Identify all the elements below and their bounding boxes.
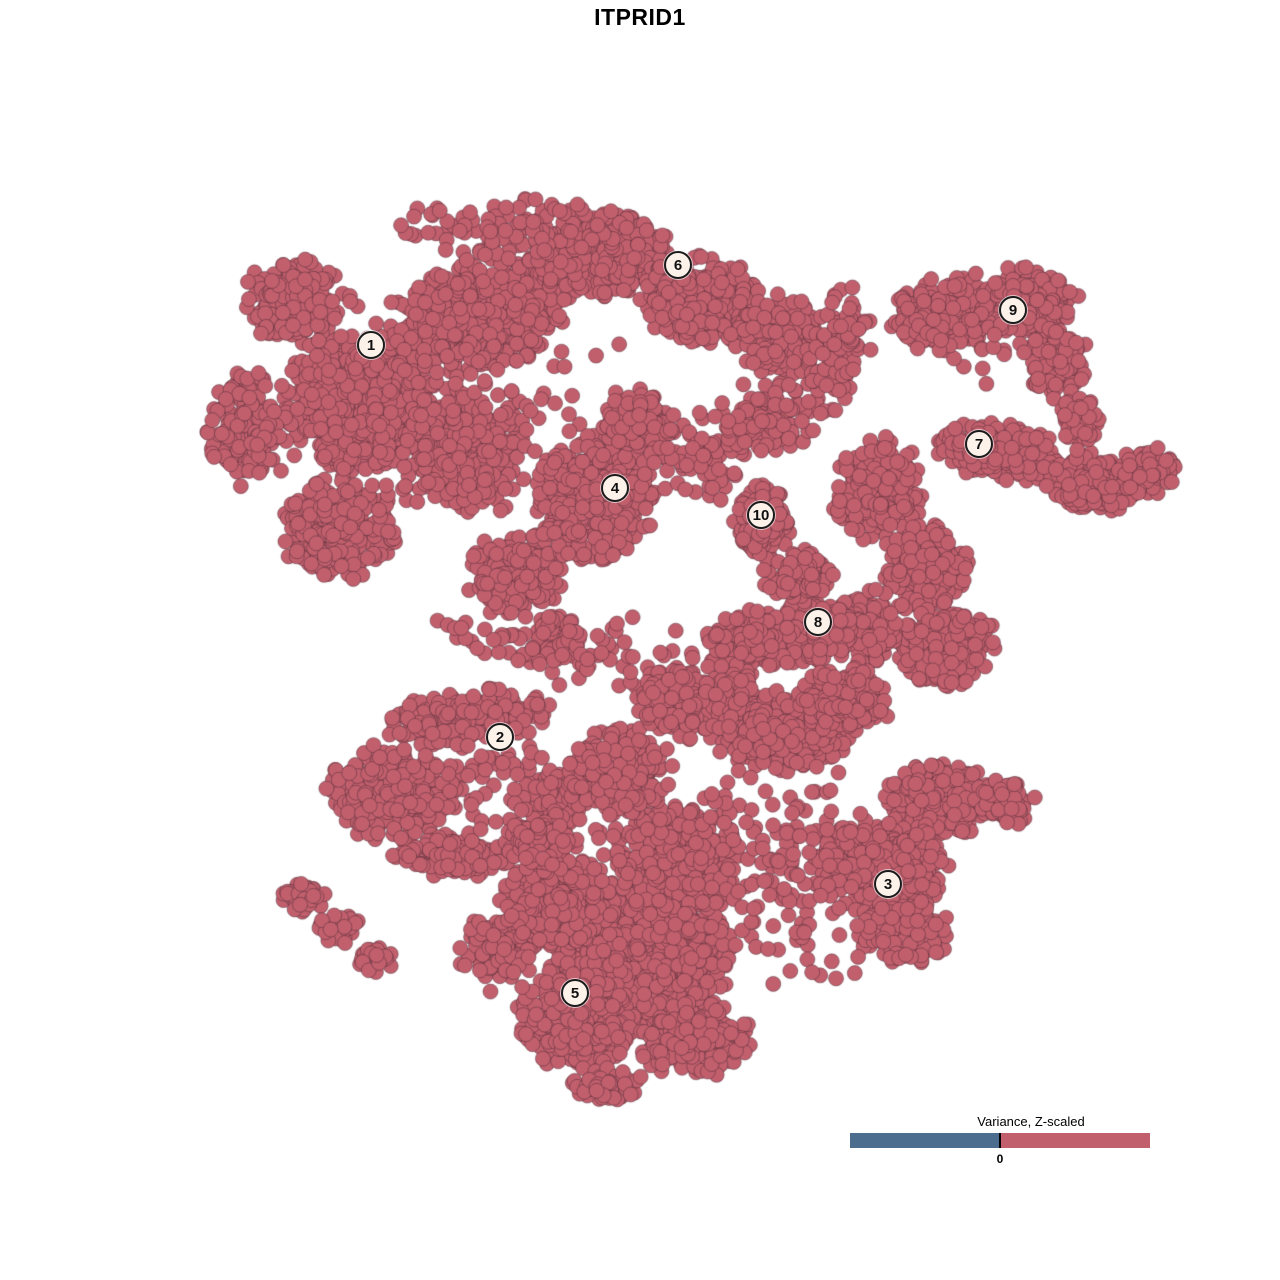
colorbar-positive-half bbox=[1000, 1133, 1150, 1148]
cluster-label-10: 10 bbox=[747, 501, 775, 529]
colorbar bbox=[850, 1133, 1150, 1148]
cluster-label-7: 7 bbox=[965, 430, 993, 458]
colorbar-tick-label: 0 bbox=[996, 1152, 1004, 1166]
cluster-label-1: 1 bbox=[357, 331, 385, 359]
colorbar-negative-half bbox=[850, 1133, 1000, 1148]
cluster-label-9: 9 bbox=[999, 296, 1027, 324]
cluster-label-5: 5 bbox=[561, 979, 589, 1007]
cluster-label-4: 4 bbox=[601, 474, 629, 502]
cluster-label-8: 8 bbox=[804, 608, 832, 636]
legend-title: Variance, Z-scaled bbox=[977, 1114, 1085, 1129]
cluster-label-6: 6 bbox=[664, 251, 692, 279]
cluster-label-2: 2 bbox=[486, 723, 514, 751]
colorbar-zero-tick bbox=[999, 1133, 1001, 1148]
colorbar-legend: Variance, Z-scaled 0 bbox=[850, 1108, 1150, 1168]
cluster-label-3: 3 bbox=[874, 870, 902, 898]
